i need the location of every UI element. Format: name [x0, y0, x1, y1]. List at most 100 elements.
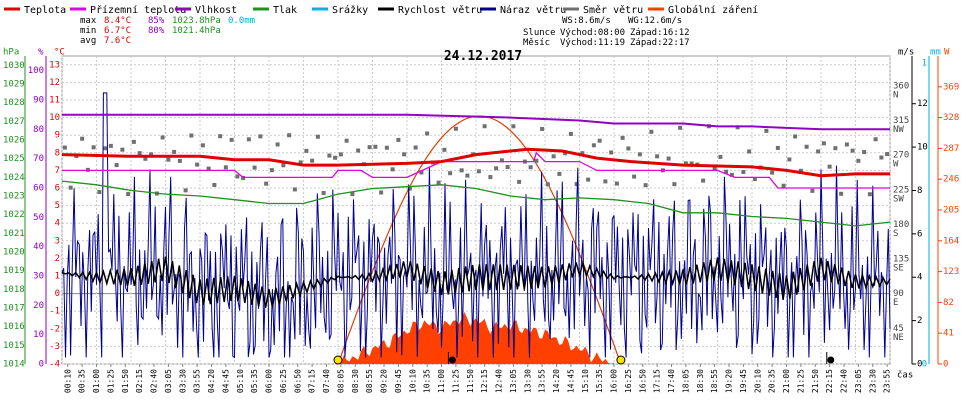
wind-direction-point	[494, 166, 499, 171]
mm-tick-label: 0	[922, 360, 927, 370]
stats-sun-label: Slunce	[523, 28, 556, 38]
wind-direction-point	[97, 190, 102, 195]
moonset-marker	[827, 356, 835, 364]
time-tick-label: 17:15	[653, 369, 662, 393]
wind-direction-point	[827, 164, 832, 169]
wind-direction-point	[310, 158, 315, 163]
stats-sunset: Západ:16:12	[630, 28, 690, 38]
wind-direction-point	[183, 188, 188, 193]
temp-tick-label: 7	[55, 166, 60, 176]
wind-direction-point	[499, 158, 504, 163]
dir-compass-label: NE	[893, 333, 904, 343]
time-tick-label: 11:25	[451, 369, 460, 393]
wind-direction-point	[108, 143, 113, 148]
wind-direction-point	[781, 183, 786, 188]
stats-wind-speed: WS:8.6m/s	[562, 16, 611, 26]
dir-degree-label: 45	[893, 324, 904, 334]
hpa-unit-label: hPa	[3, 48, 19, 58]
wind-direction-point	[482, 124, 487, 129]
wind-direction-point	[223, 165, 228, 170]
wind-speed-line	[61, 256, 891, 308]
legend-item: Tlak	[253, 5, 297, 16]
pct-tick-label: 20	[33, 301, 44, 311]
w-tick-label: 164	[943, 236, 959, 246]
wind-direction-point	[229, 137, 234, 142]
time-tick-label: 13:55	[538, 369, 547, 393]
wind-direction-point	[269, 168, 274, 173]
wind-direction-point	[850, 148, 855, 153]
dir-compass-label: SW	[893, 194, 904, 204]
hpa-tick-label: 1029	[3, 80, 25, 90]
time-tick-label: 20:35	[768, 369, 777, 393]
temp-unit-label: °C	[54, 48, 65, 58]
dir-degree-label: 180	[893, 220, 909, 230]
wind-direction-point	[476, 169, 481, 174]
wind-direction-point	[620, 135, 625, 140]
time-tick-label: 19:45	[739, 369, 748, 393]
humidity-line	[62, 113, 890, 131]
time-tick-label: 02:40	[150, 369, 159, 393]
wind-direction-point	[833, 146, 838, 151]
wind-direction-point	[712, 166, 717, 171]
w-unit-label: W	[944, 48, 950, 58]
wind-direction-point	[160, 135, 165, 140]
wind-direction-point	[143, 156, 148, 161]
wind-direction-point	[252, 165, 257, 170]
wind-direction-point	[292, 187, 297, 192]
pct-tick-label: 90	[33, 96, 44, 106]
hpa-tick-label: 1030	[3, 61, 25, 71]
time-tick-label: 14:20	[552, 369, 561, 393]
stats-temp: 7.6°C	[104, 36, 131, 46]
time-tick-label: 18:30	[696, 369, 705, 393]
stats-press: 1021.4hPa	[172, 26, 221, 36]
legend-item: Rychlost větru	[378, 4, 482, 16]
stats-temp: 6.7°C	[104, 26, 131, 36]
wind-direction-point	[557, 171, 562, 176]
ms-tick-label: 10	[917, 143, 928, 153]
time-tick-label: 12:40	[495, 369, 504, 393]
wind-direction-point	[810, 188, 815, 193]
stats-sunrise: Východ:08:00	[560, 28, 625, 38]
time-tick-label: 02:15	[135, 369, 144, 393]
time-tick-label: 01:25	[106, 369, 115, 393]
wind-direction-point	[356, 148, 361, 153]
w-tick-label: 369	[943, 82, 959, 92]
wind-direction-point	[844, 142, 849, 147]
ms-tick-label: 2	[917, 316, 922, 326]
time-tick-label: 09:20	[380, 369, 389, 393]
dir-degree-label: 315	[893, 116, 909, 126]
wind-direction-point	[350, 192, 355, 197]
time-tick-label: 21:00	[782, 369, 791, 393]
wind-direction-point	[701, 178, 706, 183]
pct-tick-label: 10	[33, 330, 44, 340]
time-tick-label: 23:30	[868, 369, 877, 393]
wind-direction-point	[816, 149, 821, 154]
hpa-tick-label: 1021	[3, 229, 25, 239]
wind-direction-point	[91, 145, 96, 150]
ms-tick-label: 12	[917, 99, 928, 109]
time-tick-label: 18:05	[681, 369, 690, 393]
pct-tick-label: 60	[33, 184, 44, 194]
wind-direction-point	[367, 145, 372, 150]
wind-direction-point	[373, 144, 378, 149]
hpa-tick-label: 1022	[3, 210, 25, 220]
w-tick-label: 246	[943, 175, 959, 185]
time-tick-label: 11:50	[466, 369, 475, 393]
temp-tick-label: 1	[55, 272, 60, 282]
time-tick-label: 01:50	[121, 369, 130, 393]
wind-direction-point	[488, 175, 493, 180]
radiation-area	[338, 311, 614, 364]
temp-tick-label: -4	[49, 360, 60, 370]
wind-direction-point	[637, 152, 642, 157]
wind-direction-point	[166, 157, 171, 162]
time-tick-label: 01:00	[92, 369, 101, 393]
time-tick-label: 04:20	[207, 369, 216, 393]
time-tick-label: 03:55	[193, 369, 202, 393]
wind-direction-point	[603, 179, 608, 184]
hpa-tick-label: 1019	[3, 266, 25, 276]
temp-tick-label: 2	[55, 254, 60, 264]
temp-tick-label: 10	[49, 113, 60, 123]
pct-tick-label: 100	[28, 66, 44, 76]
pct-tick-label: 30	[33, 272, 44, 282]
stats-hum: 80%	[148, 26, 165, 36]
